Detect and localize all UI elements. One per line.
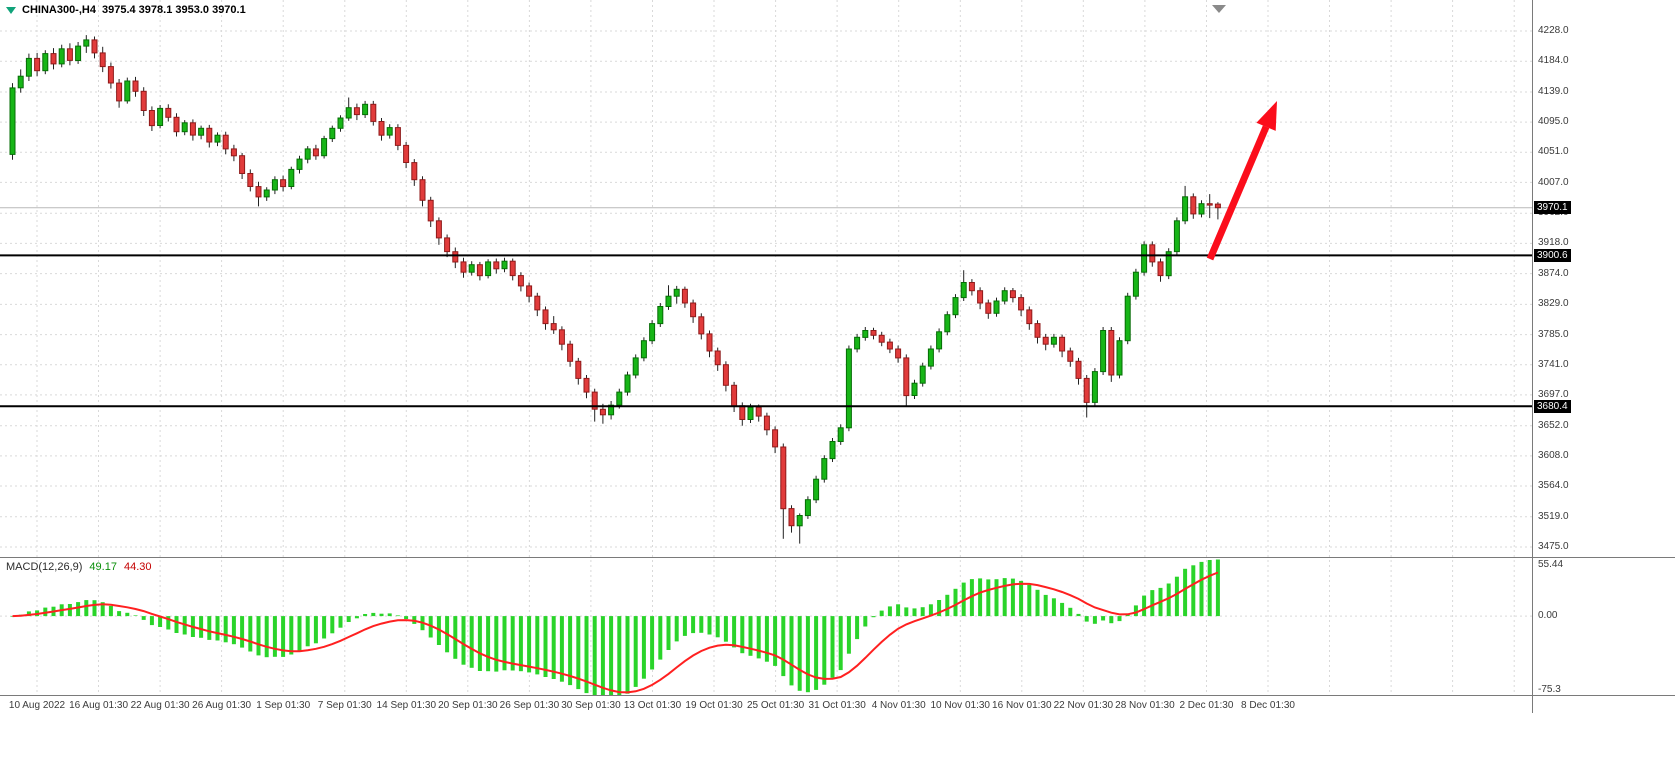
macd-tick-label: 0.00 bbox=[1538, 610, 1558, 622]
time-tick-label: 10 Nov 01:30 bbox=[930, 700, 991, 711]
time-tick-label: 10 Aug 2022 bbox=[8, 700, 66, 711]
symbol-header: CHINA300-,H4 3975.4 3978.1 3953.0 3970.1 bbox=[6, 4, 246, 16]
time-tick-label: 19 Oct 01:30 bbox=[685, 700, 743, 711]
price-tick-label: 3741.0 bbox=[1538, 358, 1569, 370]
level-price-badge: 3680.4 bbox=[1534, 400, 1571, 413]
time-tick-label: 1 Sep 01:30 bbox=[256, 700, 311, 711]
time-tick-label: 28 Nov 01:30 bbox=[1115, 700, 1175, 711]
grid-vertical bbox=[36, 0, 1515, 695]
time-tick-label: 31 Oct 01:30 bbox=[808, 700, 866, 711]
macd-tick-label: 55.44 bbox=[1538, 559, 1564, 570]
level-price-badge: 3900.6 bbox=[1534, 249, 1571, 262]
time-tick-label: 7 Sep 01:30 bbox=[317, 700, 372, 711]
time-tick-label: 16 Aug 01:30 bbox=[69, 700, 129, 711]
macd-signal-value: 44.30 bbox=[123, 561, 152, 573]
time-tick-label: 22 Aug 01:30 bbox=[130, 700, 190, 711]
price-tick-label: 3874.0 bbox=[1538, 267, 1569, 279]
price-tick-label: 3475.0 bbox=[1538, 541, 1569, 552]
price-tick-label: 4051.0 bbox=[1538, 146, 1569, 158]
macd-signal-line bbox=[12, 571, 1219, 694]
macd-tick-label: -75.3 bbox=[1538, 684, 1561, 695]
price-tick-label: 3785.0 bbox=[1538, 328, 1569, 340]
price-tick-label: 3564.0 bbox=[1538, 480, 1569, 492]
time-tick-label: 20 Sep 01:30 bbox=[438, 700, 498, 711]
price-tick-label: 3918.0 bbox=[1538, 237, 1569, 249]
time-tick-label: 25 Oct 01:30 bbox=[746, 700, 805, 711]
time-tick-label: 30 Sep 01:30 bbox=[561, 700, 621, 711]
symbol-dropdown-icon[interactable] bbox=[6, 6, 16, 14]
price-tick-label: 3829.0 bbox=[1538, 298, 1569, 310]
price-tick-label: 4139.0 bbox=[1538, 85, 1569, 97]
chart-shift-icon[interactable] bbox=[1212, 5, 1226, 13]
time-tick-label: 2 Dec 01:30 bbox=[1179, 700, 1234, 711]
price-tick-label: 4184.0 bbox=[1538, 55, 1569, 67]
price-tick-label: 4228.0 bbox=[1538, 25, 1569, 36]
macd-indicator-name: MACD(12,26,9) bbox=[6, 561, 83, 573]
trend-arrow[interactable] bbox=[1206, 101, 1277, 261]
candlestick-series bbox=[9, 35, 1221, 544]
time-tick-label: 26 Sep 01:30 bbox=[499, 700, 560, 711]
time-tick-label: 8 Dec 01:30 bbox=[1241, 700, 1295, 711]
macd-main-value: 49.17 bbox=[89, 561, 117, 573]
symbol-title: CHINA300-,H4 bbox=[22, 4, 96, 16]
macd-label: MACD(12,26,9) 49.17 44.30 bbox=[6, 561, 158, 573]
time-tick-label: 4 Nov 01:30 bbox=[871, 700, 926, 711]
last-price-badge: 3970.1 bbox=[1534, 201, 1571, 214]
time-tick-label: 26 Aug 01:30 bbox=[192, 700, 252, 711]
price-tick-label: 3652.0 bbox=[1538, 419, 1569, 431]
price-tick-label: 3697.0 bbox=[1538, 389, 1569, 401]
pane-separators bbox=[0, 0, 1675, 713]
ohlc-values: 3975.4 3978.1 3953.0 3970.1 bbox=[101, 4, 246, 16]
time-tick-label: 14 Sep 01:30 bbox=[376, 700, 437, 711]
macd-histogram bbox=[10, 559, 1220, 695]
price-tick-label: 3519.0 bbox=[1538, 510, 1569, 522]
time-tick-label: 13 Oct 01:30 bbox=[623, 700, 682, 711]
time-tick-label: 16 Nov 01:30 bbox=[992, 700, 1052, 711]
time-tick-label: 22 Nov 01:30 bbox=[1053, 700, 1114, 711]
price-tick-label: 3608.0 bbox=[1538, 449, 1569, 461]
price-tick-label: 4007.0 bbox=[1538, 176, 1569, 188]
price-tick-label: 4095.0 bbox=[1538, 116, 1569, 128]
grid-horizontal bbox=[0, 30, 1532, 617]
